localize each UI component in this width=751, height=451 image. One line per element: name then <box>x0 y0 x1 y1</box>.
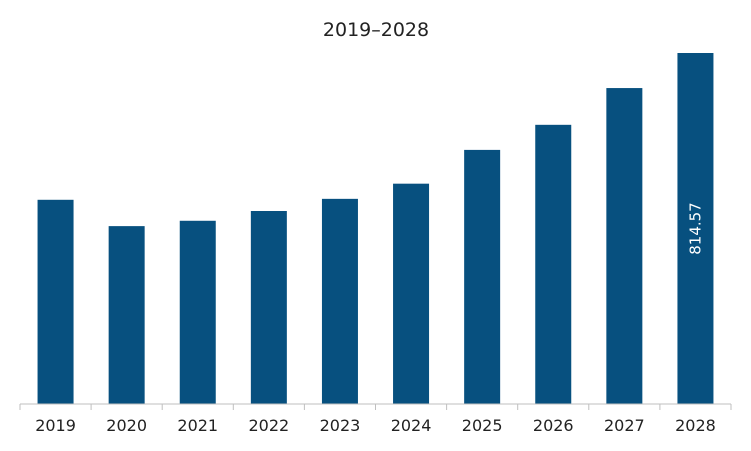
bar-2025 <box>464 149 501 404</box>
bar-2024 <box>393 183 430 404</box>
bar-2027 <box>606 88 643 405</box>
chart-title: 2019–2028 <box>323 19 429 41</box>
x-tick-label-2019: 2019 <box>35 416 76 435</box>
x-tick-label-2023: 2023 <box>320 416 361 435</box>
data-label-2028: 814.57 <box>686 202 704 255</box>
bar-2021 <box>179 220 216 404</box>
x-tick-label-2025: 2025 <box>462 416 503 435</box>
x-axis-ticks <box>19 404 732 410</box>
bar-2020 <box>108 226 145 404</box>
x-tick-label-2027: 2027 <box>604 416 645 435</box>
bar-2019 <box>37 199 74 404</box>
bar-2023 <box>321 198 358 404</box>
x-tick-label-2022: 2022 <box>248 416 289 435</box>
x-tick-label-2026: 2026 <box>533 416 574 435</box>
x-axis-tick-labels: 2019 2020 2021 2022 2023 2024 2025 2026 2027 2028 <box>35 416 716 435</box>
bar-2026 <box>535 124 572 404</box>
x-tick-label-2024: 2024 <box>391 416 432 435</box>
x-tick-label-2021: 2021 <box>177 416 218 435</box>
x-tick-label-2028: 2028 <box>675 416 716 435</box>
bar-2028 <box>677 53 714 404</box>
bar-2022 <box>250 210 287 404</box>
x-tick-label-2020: 2020 <box>106 416 147 435</box>
bars-layer <box>37 53 714 405</box>
data-labels-layer: 814.57 <box>686 202 704 255</box>
